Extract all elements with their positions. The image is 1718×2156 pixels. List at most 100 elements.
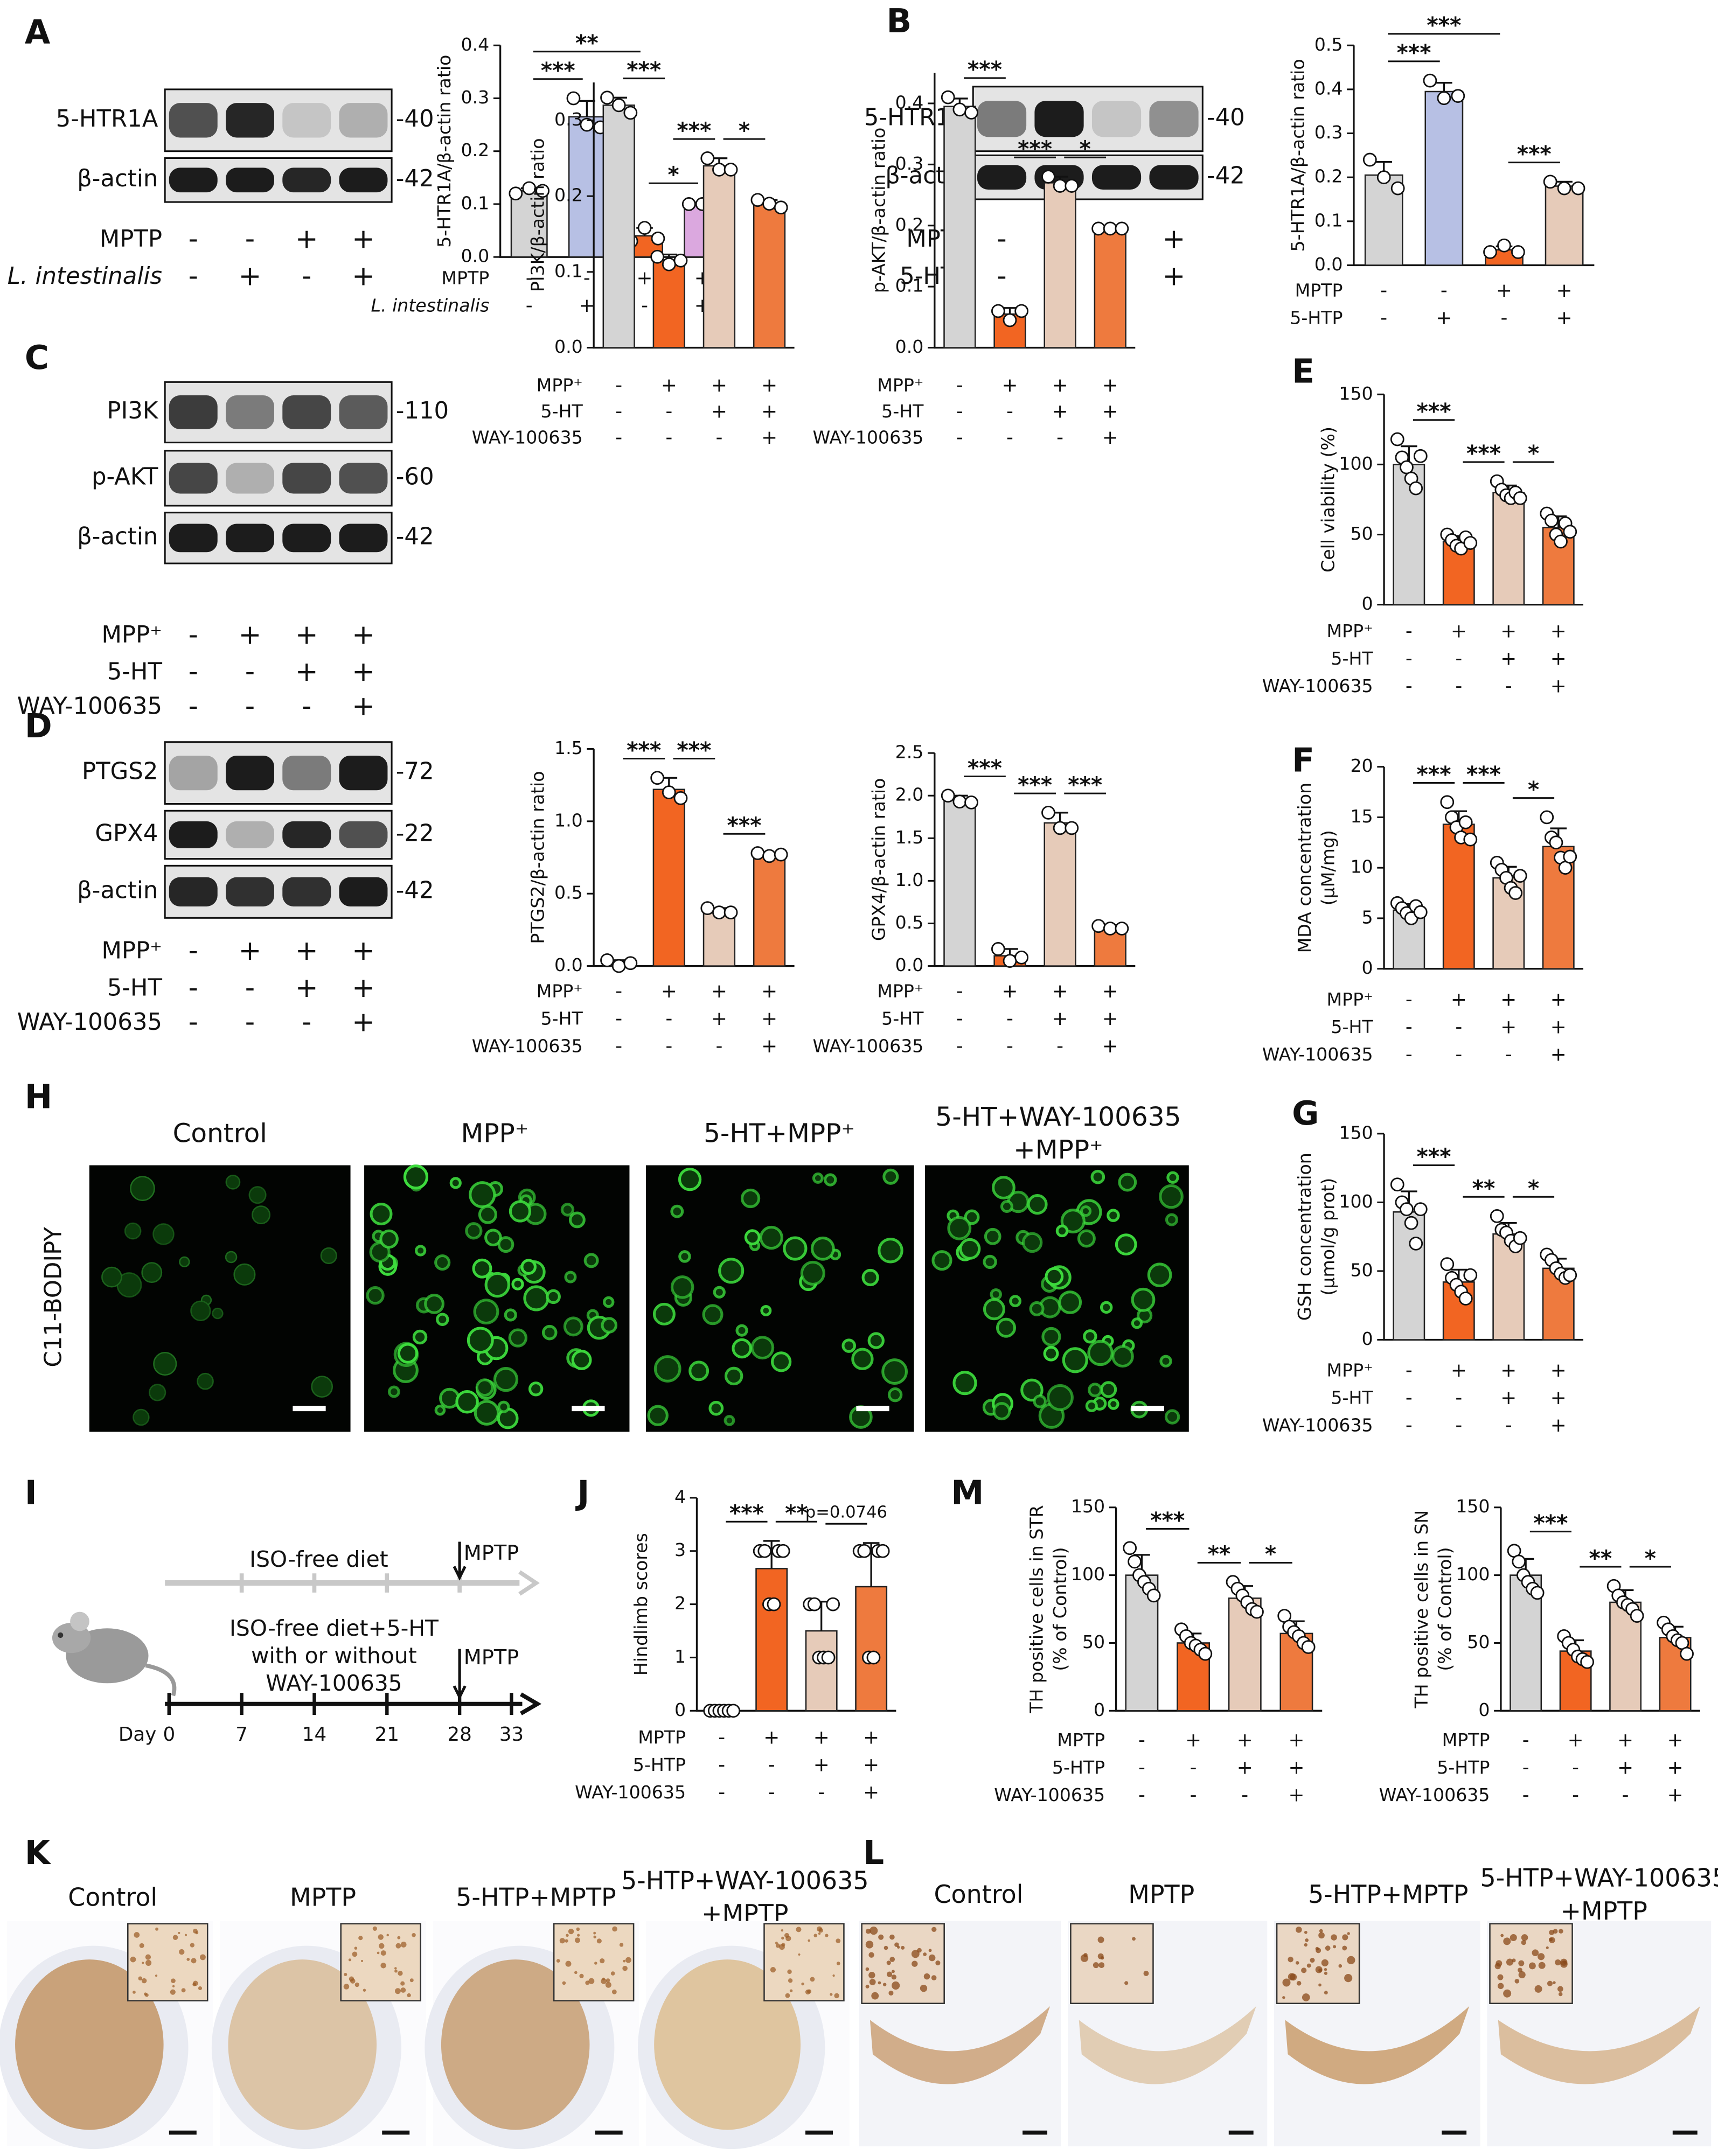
condition-sign: - — [526, 267, 533, 289]
condition-sign: + — [1667, 1784, 1684, 1806]
neuron — [1132, 1937, 1136, 1941]
neuron — [868, 1952, 874, 1958]
condition-sign: - — [997, 224, 1006, 255]
data-point — [1091, 919, 1105, 933]
image-title: Control — [68, 1882, 157, 1911]
y-tick-label: 1.5 — [554, 737, 583, 758]
cell — [1029, 1301, 1045, 1316]
cell — [397, 1343, 419, 1364]
blot-band — [169, 168, 218, 193]
neuron — [865, 1929, 871, 1934]
data-point — [991, 942, 1005, 956]
fiber — [779, 1944, 785, 1950]
data-point — [774, 847, 788, 862]
y-tick-label: 0.4 — [461, 34, 489, 55]
data-point — [1409, 481, 1423, 496]
fiber — [155, 1974, 158, 1977]
cell — [1118, 1173, 1137, 1192]
cell — [414, 1245, 427, 1257]
blot-marker: -72 — [396, 758, 434, 785]
blot-band — [169, 395, 218, 429]
condition-sign: - — [1455, 1414, 1462, 1436]
cell — [1159, 1184, 1184, 1209]
data-point — [726, 1704, 741, 1718]
striatum — [654, 1959, 801, 2130]
data-point — [807, 1597, 822, 1611]
data-point — [1540, 810, 1554, 825]
data-point — [681, 197, 696, 211]
timeline-gray-arrow — [518, 1570, 540, 1596]
bar — [1424, 90, 1464, 266]
condition-label: L. intestinalis — [371, 295, 490, 316]
data-point — [1409, 1237, 1423, 1251]
condition-sign: - — [1455, 1043, 1462, 1065]
condition-sign: + — [1102, 374, 1118, 396]
cell — [546, 1289, 561, 1304]
error-bar — [863, 1542, 880, 1587]
fiber — [622, 1965, 628, 1971]
panel-letter: B — [887, 2, 912, 40]
blot-band — [282, 524, 331, 553]
cell — [528, 1381, 544, 1397]
bar — [1545, 185, 1584, 266]
condition-sign: + — [1496, 280, 1512, 302]
neuron — [1521, 1939, 1526, 1945]
condition-sign: - — [245, 656, 255, 688]
image-title: +MPP⁺ — [1013, 1135, 1103, 1165]
neuron — [1318, 1932, 1325, 1939]
bar — [753, 854, 786, 967]
fiber — [363, 1988, 366, 1992]
cell — [497, 1236, 514, 1253]
condition-sign: + — [1667, 1756, 1684, 1778]
fiber — [377, 1951, 380, 1955]
data-point — [1413, 449, 1428, 463]
fiber — [354, 1982, 359, 1987]
condition-sign: - — [1406, 1387, 1413, 1409]
blot-band — [226, 463, 274, 494]
cell — [732, 1338, 752, 1359]
cell — [1027, 1194, 1048, 1215]
y-tick-label: 100 — [1339, 1191, 1373, 1212]
cell — [560, 1203, 575, 1217]
diet-label: ISO-free diet — [249, 1546, 388, 1572]
neuron — [886, 1971, 893, 1977]
condition-sign: + — [761, 1035, 777, 1057]
cell — [152, 1223, 175, 1245]
significance-label: *** — [1466, 441, 1501, 466]
condition-sign: - — [1406, 675, 1413, 697]
fiber — [145, 1993, 149, 1997]
condition-sign: + — [1102, 400, 1118, 422]
blot-band — [339, 524, 388, 553]
cell — [878, 1238, 903, 1264]
data-point — [1041, 805, 1055, 820]
day-label: 28 — [447, 1724, 471, 1746]
significance-label: * — [1528, 777, 1539, 803]
neuron — [1538, 1962, 1546, 1969]
blot-marker: -42 — [396, 165, 434, 192]
condition-sign: - — [956, 427, 963, 449]
cell — [320, 1247, 337, 1265]
cell — [564, 1271, 577, 1283]
data-point — [750, 193, 765, 207]
condition-sign: - — [956, 400, 963, 422]
fiber — [139, 1943, 144, 1948]
cell — [702, 1304, 724, 1325]
data-point — [1463, 1268, 1478, 1282]
condition-label: MPTP — [1442, 1729, 1490, 1750]
neuron — [865, 1967, 870, 1971]
error-bar — [763, 1540, 780, 1569]
blot-band — [226, 877, 274, 906]
neuron — [1553, 1929, 1558, 1934]
condition-label: 5-HT — [107, 659, 163, 686]
blot-band — [977, 101, 1027, 137]
cell — [1088, 1383, 1103, 1398]
condition-sign: + — [1550, 1359, 1567, 1381]
significance-label: *** — [729, 1500, 764, 1526]
condition-sign: - — [715, 427, 722, 449]
fiber — [344, 1972, 347, 1977]
condition-sign: - — [1522, 1729, 1529, 1751]
fiber — [832, 1974, 835, 1977]
y-tick-label: 150 — [1071, 1496, 1105, 1517]
fiber — [825, 1934, 829, 1937]
condition-sign: - — [245, 690, 255, 722]
